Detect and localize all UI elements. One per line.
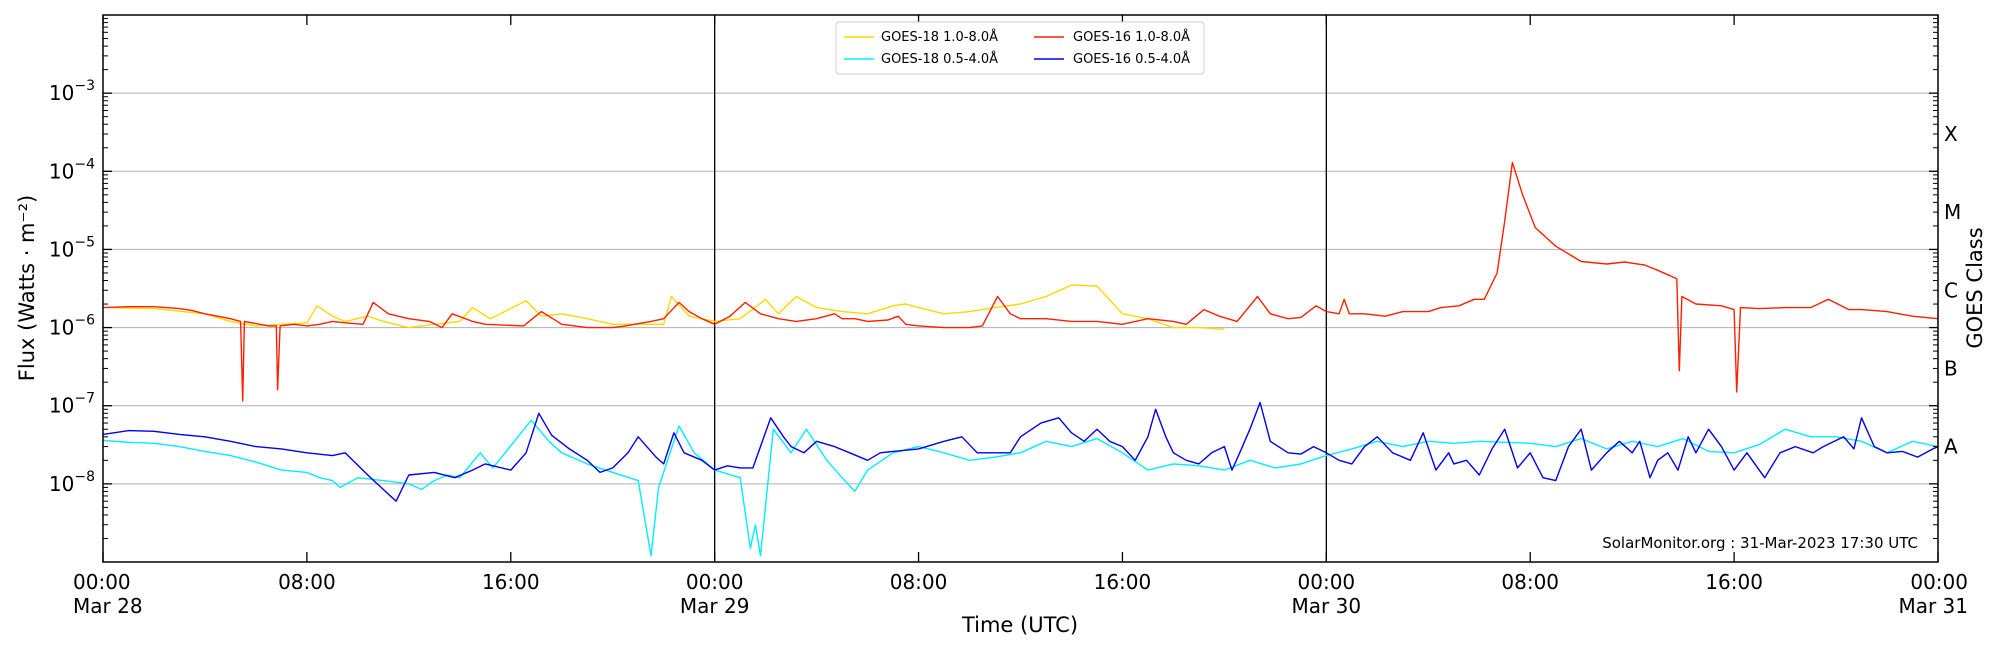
y-tick-label: 10−8 xyxy=(49,469,95,496)
goes-class-C: C xyxy=(1944,278,1958,302)
x-tick-label-time: 08:00 xyxy=(278,570,336,594)
plot-area xyxy=(103,15,1938,562)
y-tick-label: 10−4 xyxy=(49,156,95,183)
legend-label-goes18-short: GOES-18 0.5-4.0Å xyxy=(881,51,998,67)
x-tick-label-date: Mar 31 xyxy=(1898,594,1968,618)
x-tick-label-date: Mar 30 xyxy=(1292,594,1362,618)
x-tick-label-time: 00:00 xyxy=(686,570,744,594)
legend-label-goes18-long: GOES-18 1.0-8.0Å xyxy=(881,29,998,45)
day-boundary-lines xyxy=(714,15,1327,562)
y-tick-label: 10−7 xyxy=(49,391,95,418)
series-line-1 xyxy=(103,161,1938,402)
x-tick-label-time: 00:00 xyxy=(73,570,131,594)
credit-text: SolarMonitor.org : 31-Mar-2023 17:30 UTC xyxy=(1602,534,1918,552)
x-tick-label-time: 00:00 xyxy=(1910,570,1968,594)
series-line-3 xyxy=(103,401,1938,502)
goes-class-labels: A B C M X xyxy=(1944,122,1961,459)
goes-class-axis-label: GOES Class xyxy=(1963,227,1987,348)
y-tick-label: 10−5 xyxy=(49,234,95,261)
series-lines xyxy=(103,161,1938,557)
x-tick-label-time: 16:00 xyxy=(1705,570,1763,594)
plot-frame xyxy=(102,14,1939,563)
legend: GOES-18 1.0-8.0Å GOES-18 0.5-4.0Å GOES-1… xyxy=(835,21,1205,75)
x-tick-label-time: 00:00 xyxy=(1298,570,1356,594)
legend-label-goes16-long: GOES-16 1.0-8.0Å xyxy=(1073,29,1190,45)
y-tick-labels: 10−8 10−7 10−6 10−5 10−4 10−3 xyxy=(49,78,95,496)
goes-class-A: A xyxy=(1944,435,1958,459)
y-axis-label: Flux (Watts · m⁻²) xyxy=(15,195,39,381)
goes-class-B: B xyxy=(1944,356,1958,380)
x-tick-label-time: 16:00 xyxy=(482,570,540,594)
goes-class-X: X xyxy=(1944,122,1958,146)
legend-label-goes16-short: GOES-16 0.5-4.0Å xyxy=(1073,51,1190,67)
y-tick-label: 10−3 xyxy=(49,78,95,105)
x-tick-label-date: Mar 28 xyxy=(73,594,143,618)
series-line-0 xyxy=(103,284,1225,330)
x-tick-label-time: 08:00 xyxy=(890,570,948,594)
x-tick-label-time: 08:00 xyxy=(1501,570,1559,594)
x-tick-label-time: 16:00 xyxy=(1094,570,1152,594)
legend-box xyxy=(835,21,1205,75)
x-tick-label-date: Mar 29 xyxy=(680,594,750,618)
y-tick-label: 10−6 xyxy=(49,313,95,340)
x-axis-label: Time (UTC) xyxy=(961,613,1078,637)
series-line-2 xyxy=(103,419,1938,557)
goes-class-M: M xyxy=(1944,200,1961,224)
